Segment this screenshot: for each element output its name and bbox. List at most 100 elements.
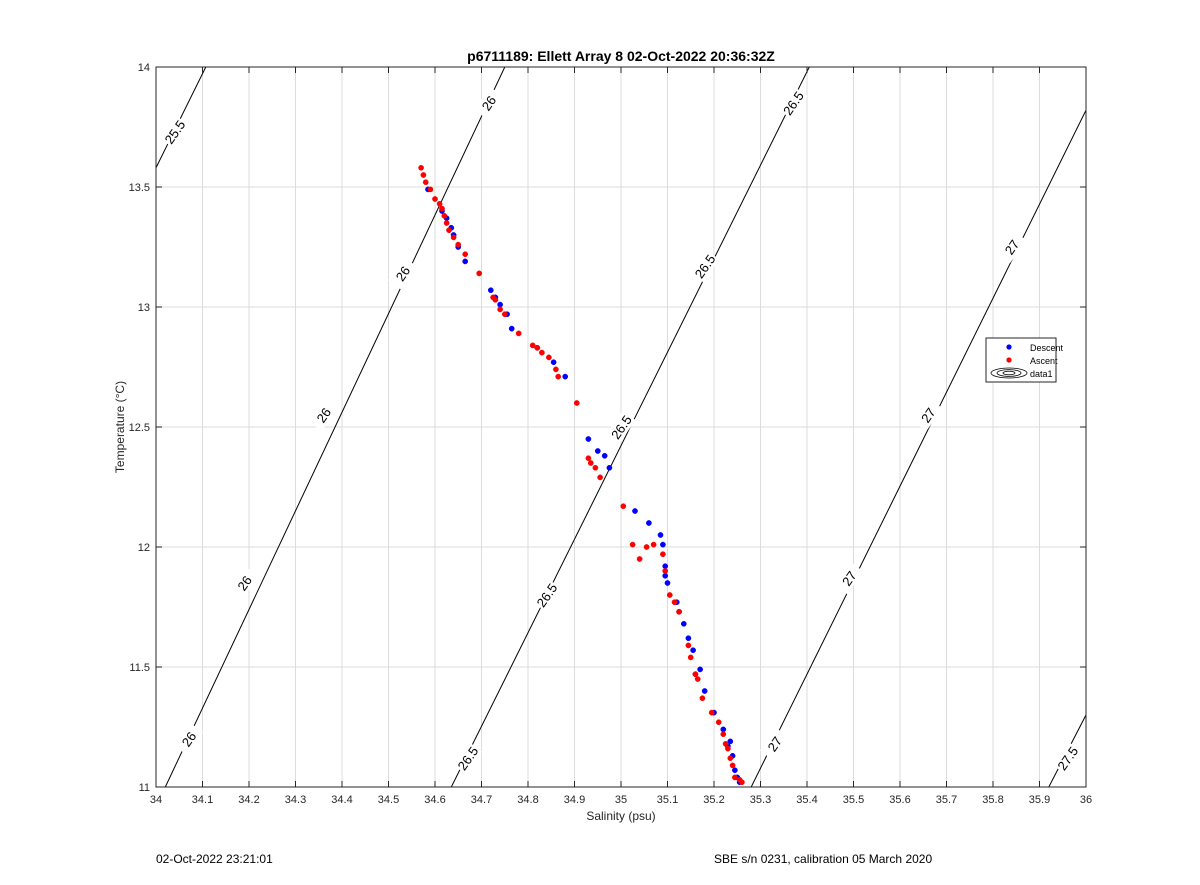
data-point-ascent	[722, 740, 729, 747]
contour-label: 26	[308, 398, 338, 432]
data-point-ascent	[443, 220, 450, 226]
x-tick-label: 35.8	[982, 794, 1003, 806]
contour-label-bg	[473, 86, 504, 120]
contour-icon-ring	[990, 367, 1028, 379]
data-point-descent	[720, 726, 727, 733]
contour-label-text: 27	[839, 568, 860, 588]
x-tick-label: 34.6	[424, 794, 445, 806]
data-point-descent	[657, 532, 664, 538]
contour-label-bg	[532, 578, 562, 612]
data-point-ascent	[720, 731, 727, 738]
data-point-ascent	[699, 695, 706, 702]
data-point-ascent	[546, 354, 552, 361]
contour-label-bg	[690, 250, 720, 283]
contour-label: 26	[473, 86, 504, 120]
contour-line	[156, 67, 207, 169]
data-point-ascent	[476, 270, 483, 277]
data-point-ascent	[708, 709, 715, 716]
contour-label-bg	[606, 410, 636, 444]
data-point-ascent	[573, 400, 580, 406]
data-point-ascent	[497, 306, 503, 313]
data-point-descent	[697, 666, 703, 673]
data-point-ascent	[729, 762, 736, 769]
contour-icon	[990, 367, 1028, 379]
data-point-ascent	[671, 599, 678, 606]
contour-label: 27	[997, 230, 1027, 264]
contour-label-bg	[913, 398, 943, 432]
data-point-ascent	[597, 474, 603, 481]
data-point-ascent	[418, 164, 424, 171]
data-point-descent	[462, 258, 469, 265]
y-tick-label: 11	[139, 782, 150, 794]
x-tick-label: 34.9	[564, 794, 585, 806]
data-point-ascent	[462, 251, 469, 258]
contour-label-text: 26	[314, 405, 335, 425]
data-point-ascent	[587, 460, 594, 466]
data-point-ascent	[439, 205, 445, 212]
footer-calibration: SBE s/n 0231, calibration 05 March 2020	[714, 852, 933, 866]
data-point-descent	[487, 287, 494, 294]
contour-line	[164, 67, 506, 787]
x-tick-label: 34.7	[471, 794, 492, 806]
contour-label: 27	[759, 727, 789, 760]
contour-label-text: 27	[765, 734, 786, 754]
data-point-ascent	[455, 241, 462, 248]
data-point-ascent	[501, 311, 508, 318]
x-tick-label: 34.3	[285, 794, 306, 806]
data-point-descent	[562, 373, 569, 380]
data-point-ascent	[629, 541, 636, 548]
data-point-ascent	[436, 200, 443, 207]
x-tick-label: 35.3	[750, 794, 771, 806]
data-point-descent	[680, 620, 687, 627]
data-point-descent	[550, 359, 557, 366]
data-point-ascent	[592, 464, 599, 471]
data-point-ascent	[492, 296, 499, 303]
data-point-descent	[646, 520, 652, 526]
data-point-ascent	[620, 503, 627, 510]
footer-timestamp: 02-Oct-2022 23:21:01	[156, 852, 273, 866]
data-point-descent	[727, 738, 734, 745]
data-point-ascent	[585, 455, 592, 462]
data-point-descent	[662, 572, 669, 579]
data-point-ascent	[534, 344, 541, 351]
contour-icon-ring	[996, 369, 1022, 377]
series-ascent	[418, 164, 745, 786]
data-point-descent	[585, 436, 592, 442]
data-point-descent	[508, 325, 515, 332]
y-axis-label: Temperature (°C)	[113, 381, 127, 473]
data-point-ascent	[666, 592, 673, 598]
x-tick-label: 34.2	[238, 794, 259, 806]
data-point-ascent	[676, 608, 682, 615]
x-tick-label: 35.5	[843, 794, 864, 806]
y-tick-label: 13	[138, 302, 150, 314]
y-tick-label: 12	[138, 542, 150, 554]
contour-label-text: 26	[179, 729, 200, 749]
x-tick-label: 35.1	[657, 794, 678, 806]
data-point-ascent	[422, 179, 429, 186]
data-point-ascent	[727, 755, 734, 762]
data-point-ascent	[515, 330, 522, 337]
data-point-descent	[732, 767, 738, 774]
x-tick-label: 35.7	[936, 794, 957, 806]
x-tick-label: 34.1	[192, 794, 213, 806]
data-point-ascent	[662, 568, 669, 574]
data-point-ascent	[432, 196, 438, 202]
data-point-descent	[594, 448, 601, 454]
data-point-ascent	[643, 544, 650, 550]
data-point-descent	[690, 647, 696, 654]
data-point-descent	[662, 563, 669, 570]
data-point-descent	[701, 688, 708, 694]
y-tick-label: 13.5	[129, 182, 150, 194]
x-tick-label: 35	[615, 794, 627, 806]
contour-label-bg	[834, 562, 864, 595]
contour-label-bg	[778, 86, 808, 120]
contour-label: 27	[913, 398, 943, 432]
data-point-ascent	[446, 227, 452, 234]
data-point-ascent	[441, 212, 448, 219]
contour-label-bg	[453, 742, 483, 775]
contour-label-bg	[308, 398, 338, 432]
data-point-ascent	[732, 774, 738, 781]
data-point-ascent	[553, 366, 559, 373]
x-tick-label: 34.4	[331, 794, 352, 806]
